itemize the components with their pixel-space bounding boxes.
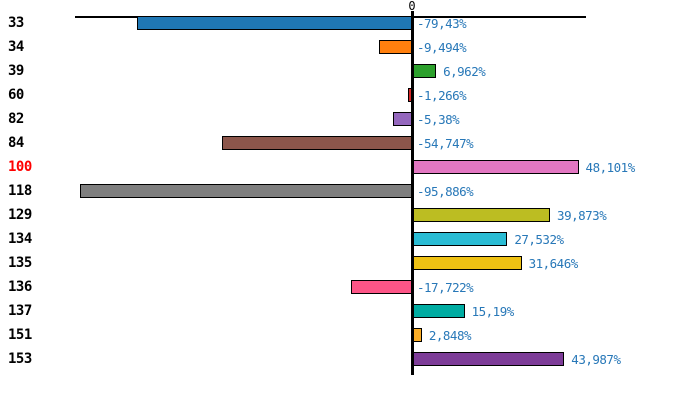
value-label: -1,266% xyxy=(417,88,467,103)
value-label: 15,19% xyxy=(471,304,515,319)
category-label: 82 xyxy=(8,111,24,127)
category-label: 100 xyxy=(8,159,32,175)
category-label: 151 xyxy=(8,327,32,343)
value-label: -54,747% xyxy=(417,136,474,151)
bar xyxy=(412,256,522,270)
category-label: 129 xyxy=(8,207,32,223)
zero-axis-line xyxy=(410,11,414,375)
category-label: 137 xyxy=(8,303,32,319)
bar xyxy=(412,232,508,246)
category-label: 135 xyxy=(8,255,32,271)
bar xyxy=(222,136,412,150)
bar xyxy=(412,304,465,318)
value-label: 48,101% xyxy=(585,160,636,175)
bar xyxy=(412,64,437,78)
bar xyxy=(79,184,412,198)
category-label: 84 xyxy=(8,135,24,151)
value-label: 39,873% xyxy=(557,208,607,223)
value-label: -79,43% xyxy=(417,16,467,31)
value-label: 31,646% xyxy=(528,256,579,271)
value-label: -5,38% xyxy=(417,112,460,127)
zero-tick-label: 0 xyxy=(408,0,416,13)
category-label: 134 xyxy=(8,231,32,247)
category-label: 60 xyxy=(8,87,24,103)
category-label: 136 xyxy=(8,279,32,295)
value-label: -9,494% xyxy=(417,40,467,55)
value-label: 6,962% xyxy=(443,64,486,79)
bar xyxy=(350,280,412,294)
value-label: -95,886% xyxy=(417,184,474,199)
value-label: 27,532% xyxy=(514,232,564,247)
value-label: 2,848% xyxy=(428,328,472,343)
category-label: 34 xyxy=(8,39,24,55)
bar xyxy=(379,40,412,54)
bar xyxy=(412,160,579,174)
bar xyxy=(393,112,412,126)
bar xyxy=(136,16,412,30)
bar xyxy=(412,352,565,366)
value-label: 43,987% xyxy=(571,352,621,367)
category-label: 33 xyxy=(8,15,24,31)
bar xyxy=(412,208,551,222)
category-label: 153 xyxy=(8,351,32,367)
category-label: 39 xyxy=(8,63,24,79)
value-label: -17,722% xyxy=(417,280,474,295)
category-label: 118 xyxy=(8,183,32,199)
